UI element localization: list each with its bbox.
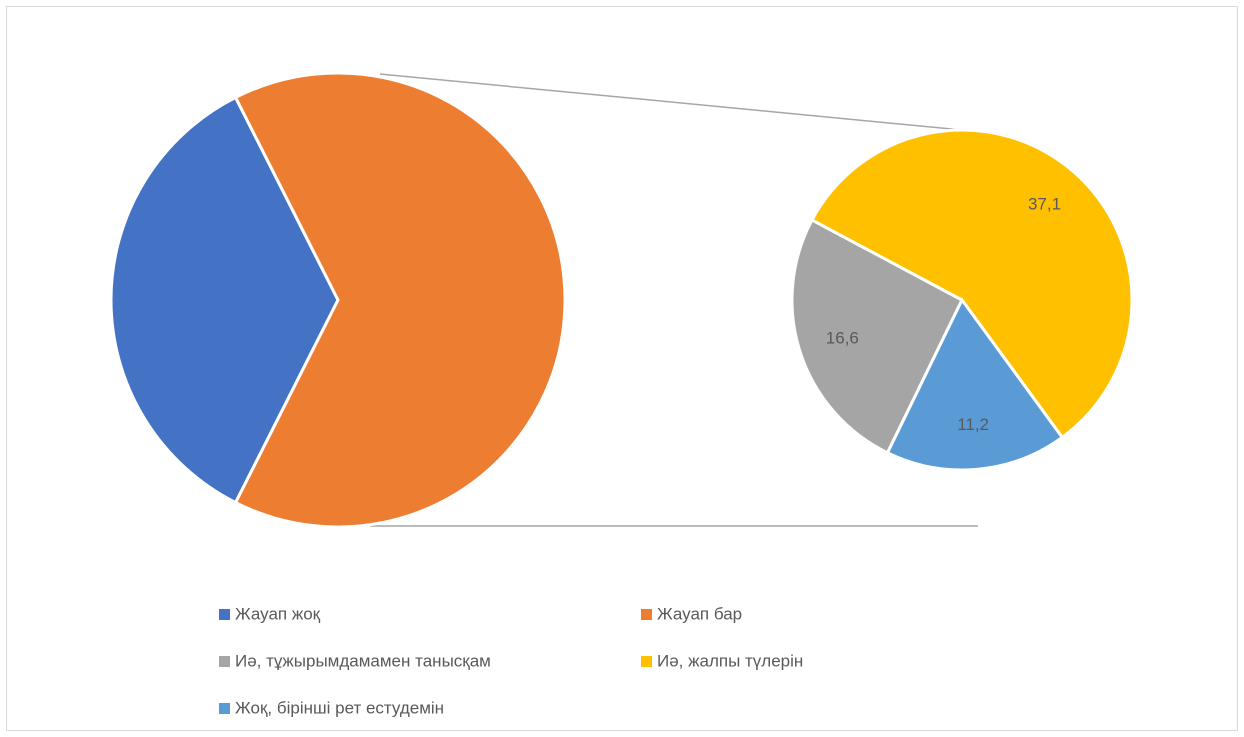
- legend-swatch: [641, 609, 652, 620]
- legend-label: Жоқ, бірінші рет естудемін: [235, 698, 444, 717]
- data-label: 16,6: [826, 328, 859, 347]
- pie-slice: [233, 71, 567, 529]
- legend-swatch: [641, 656, 652, 667]
- pie-slice: [885, 297, 1065, 472]
- data-label: 37,1: [1028, 195, 1061, 214]
- legend-swatch: [219, 609, 230, 620]
- pie-slice: [109, 95, 340, 505]
- data-label: 11,2: [957, 415, 989, 434]
- legend-swatch: [219, 703, 230, 714]
- pie-slice: [809, 128, 1134, 440]
- connector-line: [379, 73, 963, 131]
- legend-label: Жауап бар: [657, 604, 742, 623]
- legend-swatch: [219, 656, 230, 667]
- legend-label: Иә, жалпы түлерін: [657, 651, 803, 670]
- legend-label: Жауап жоқ: [235, 604, 321, 623]
- legend-label: Иә, тұжырымдамамен танысқам: [235, 651, 491, 670]
